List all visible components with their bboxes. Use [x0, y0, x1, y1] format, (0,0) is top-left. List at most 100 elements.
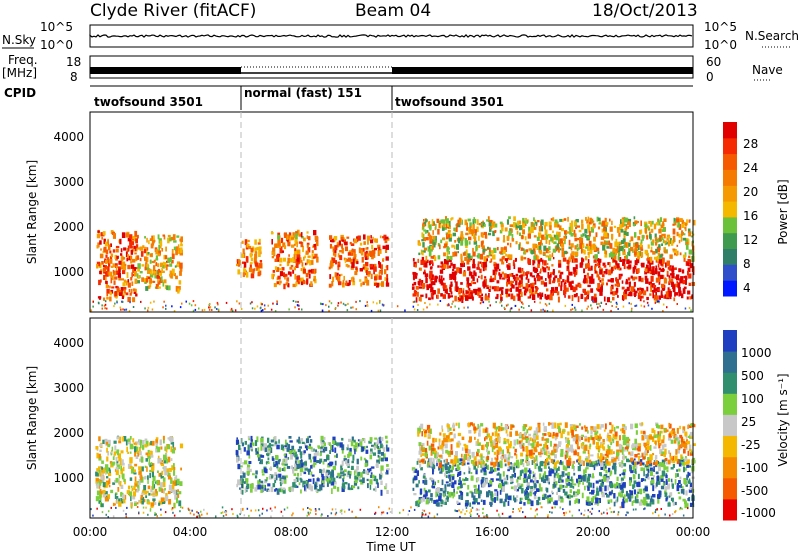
date-title: 18/Oct/2013 — [592, 1, 698, 21]
velocity-cell — [684, 462, 687, 465]
power-cell — [506, 281, 508, 287]
velocity-cell — [613, 434, 616, 440]
velocity-cell — [257, 480, 261, 485]
power-cell — [115, 245, 120, 248]
power-cell — [439, 281, 442, 284]
velocity-cell — [293, 473, 297, 476]
velocity-cell — [110, 453, 113, 456]
velocity-cell — [141, 496, 145, 503]
power-cell — [623, 291, 626, 296]
velocity-cell — [145, 458, 148, 462]
velocity-cell — [165, 458, 169, 464]
power-cell — [279, 268, 283, 271]
velocity-cell — [509, 476, 514, 479]
power-cell — [613, 225, 617, 228]
power-ground-cell — [122, 308, 124, 311]
power-cell — [379, 248, 382, 254]
power-cell — [607, 242, 611, 246]
velocity-cell — [320, 448, 323, 452]
velocity-cell — [448, 433, 451, 436]
velocity-cell — [330, 461, 334, 465]
velocity-cell — [113, 440, 117, 444]
velocity-cell — [259, 483, 263, 486]
velocity-cell — [622, 482, 626, 487]
power-cell — [681, 269, 685, 274]
velocity-cell — [459, 491, 463, 494]
velocity-cell — [565, 495, 568, 499]
power-cell — [591, 273, 594, 279]
power-cell — [161, 248, 164, 252]
velocity-cell — [310, 471, 313, 476]
power-cell — [466, 222, 468, 228]
power-cell — [593, 259, 597, 263]
velocity-cell — [385, 483, 388, 488]
velocity-cell — [147, 501, 151, 505]
power-cell — [364, 276, 368, 280]
velocity-cell — [111, 462, 115, 466]
power-ground-cell — [488, 300, 490, 303]
power-ground-cell — [238, 302, 241, 305]
velocity-cell — [561, 485, 565, 488]
power-cell — [102, 264, 105, 267]
velocity-cell — [452, 492, 456, 497]
velocity-cell — [419, 488, 423, 494]
power-cell — [362, 264, 365, 267]
velocity-cell — [657, 493, 661, 499]
velocity-cell — [534, 472, 536, 479]
beam-title: Beam 04 — [355, 1, 431, 21]
velocity-cell — [589, 461, 593, 467]
power-cell — [272, 270, 276, 273]
velocity-cell — [485, 465, 488, 469]
velocity-cell — [148, 492, 151, 496]
power-ground-cell — [120, 308, 122, 311]
velocity-cell — [568, 482, 571, 486]
velocity-cell — [496, 473, 500, 476]
velocity-cell — [108, 485, 111, 488]
velocity-cell — [377, 446, 380, 449]
freq-left-tick-top: 18 — [66, 55, 81, 69]
power-cell — [586, 263, 590, 269]
velocity-cell — [299, 460, 303, 466]
power-cell — [575, 226, 578, 230]
velocity-cell — [308, 483, 312, 490]
velocity-cell — [270, 439, 274, 443]
velocity-cell — [451, 476, 455, 480]
power-cell — [666, 237, 669, 241]
velocity-cell — [614, 465, 617, 472]
velocity-cell — [436, 452, 439, 457]
power-cell — [243, 268, 247, 273]
power-cell — [655, 291, 657, 296]
velocity-cell — [336, 475, 338, 479]
power-cell — [118, 239, 121, 243]
power-cell — [673, 297, 676, 302]
power-cell — [509, 224, 514, 227]
velocity-cell — [481, 477, 485, 481]
power-cell — [346, 236, 350, 239]
power-cell — [558, 225, 562, 230]
velocity-cell — [469, 490, 473, 494]
velocity-cell — [672, 501, 675, 506]
velocity-cell — [495, 458, 499, 463]
power-ground-cell — [662, 303, 665, 306]
velocity-cell — [445, 449, 448, 454]
power-ground-cell — [325, 304, 327, 307]
velocity-cell — [290, 449, 294, 454]
velocity-cell — [656, 475, 660, 482]
velocity-cell — [649, 462, 653, 467]
power-cell — [519, 225, 522, 231]
power-cell — [473, 236, 477, 242]
power-cell — [362, 266, 365, 270]
velocity-cell — [532, 476, 534, 479]
power-cell — [477, 263, 480, 269]
velocity-cell — [456, 491, 458, 494]
velocity-cell — [157, 446, 161, 453]
power-cell — [144, 281, 147, 284]
power-cell — [589, 276, 593, 279]
power-cell — [494, 266, 498, 272]
velocity-cell — [105, 441, 108, 445]
velocity-cell — [599, 485, 602, 492]
velocity-cell — [130, 468, 135, 474]
velocity-cell — [494, 492, 497, 496]
power-cell — [508, 263, 511, 266]
velocity-cell — [116, 461, 119, 464]
